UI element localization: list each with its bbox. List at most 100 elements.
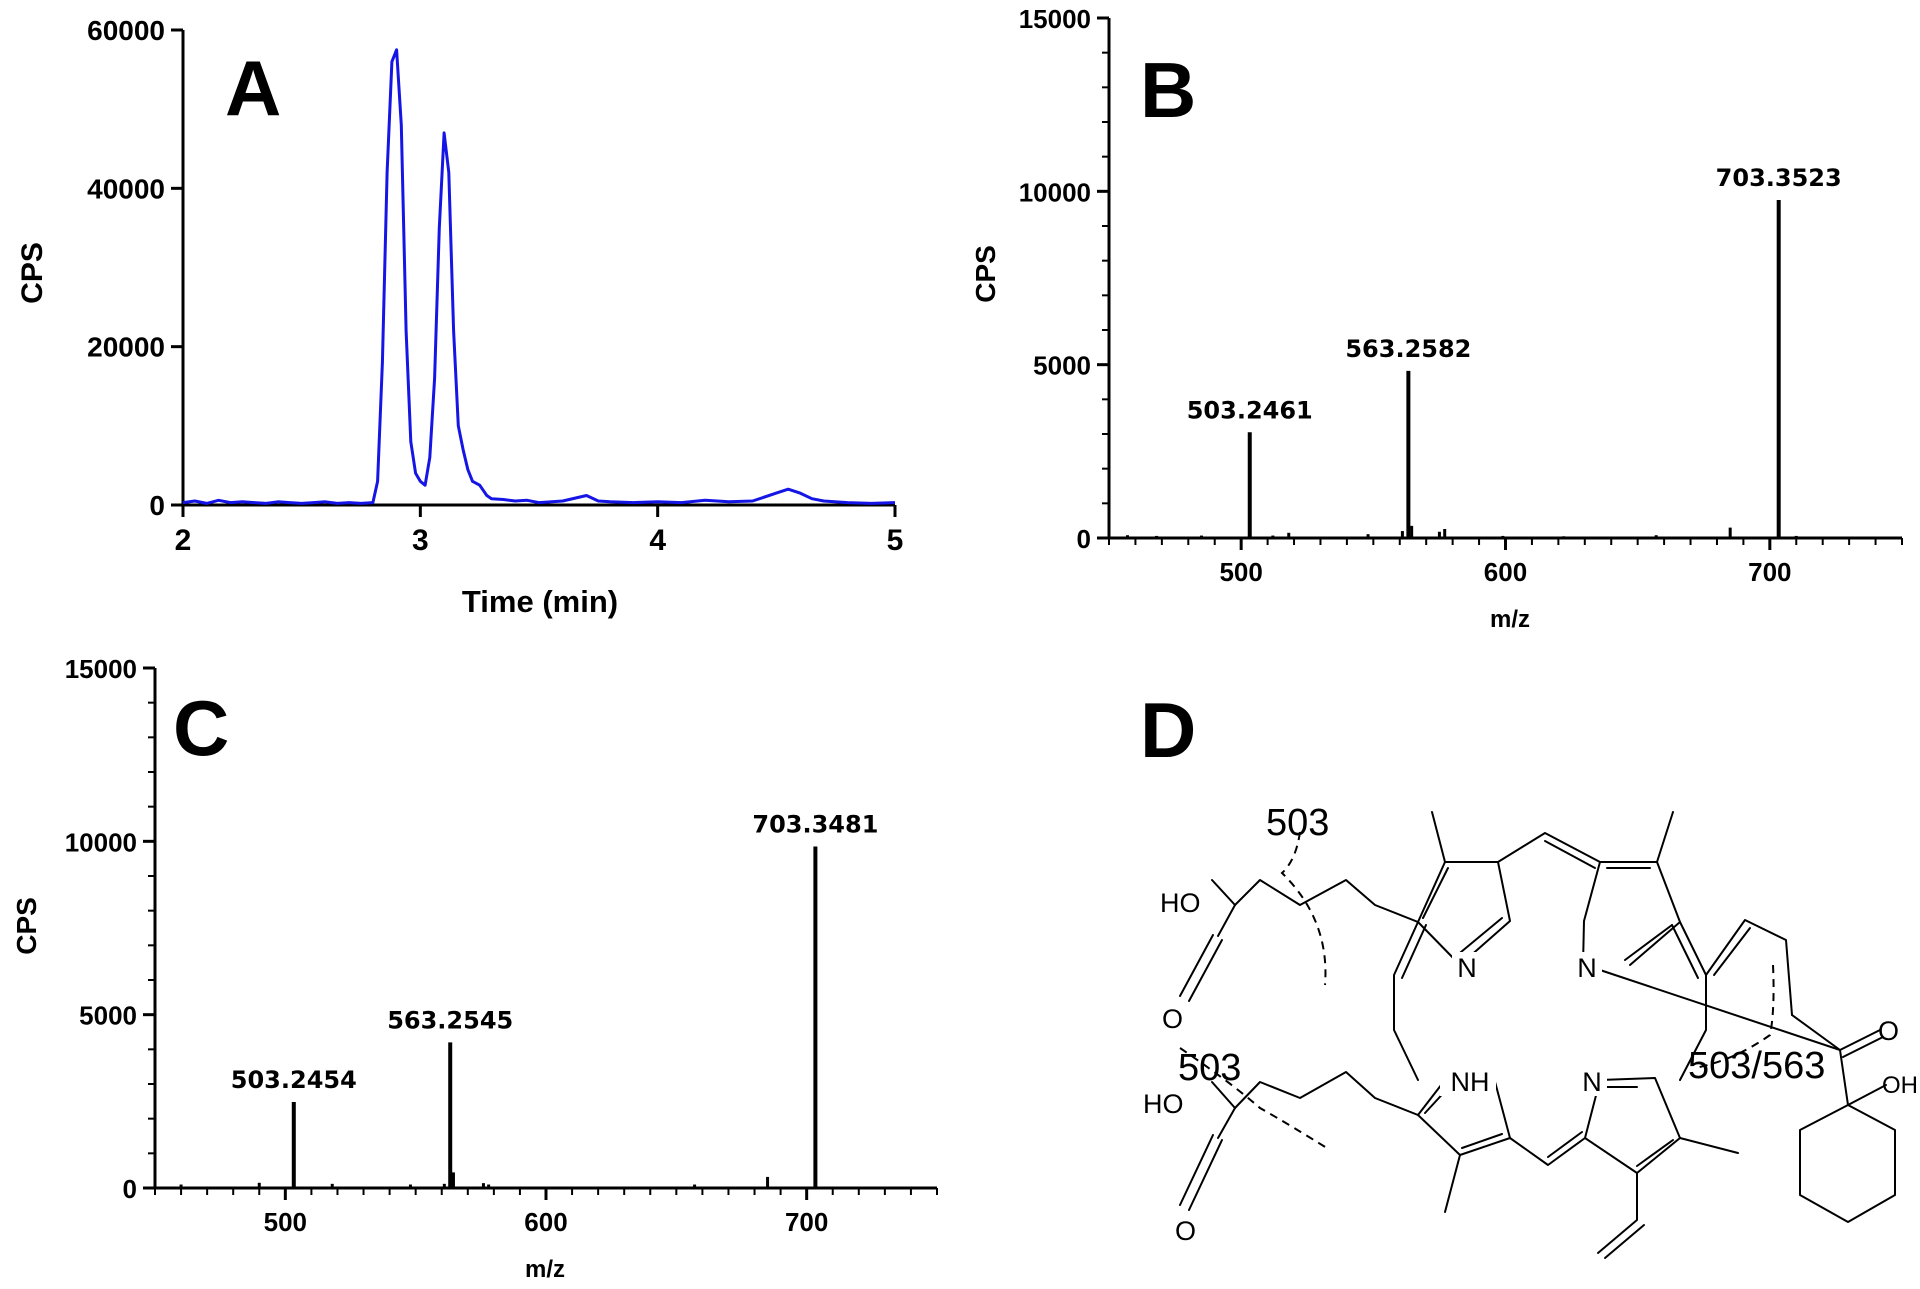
x-tick-label: 500	[1219, 557, 1262, 587]
fragment-cuts	[1179, 831, 1775, 1151]
x-tick-label: 700	[1748, 557, 1791, 587]
fragment-label-right: 503/563	[1688, 1045, 1825, 1087]
atom-oh-ring: OH	[1882, 1072, 1918, 1099]
side-chain-right-double	[1713, 927, 1751, 976]
y-tick-label: 0	[123, 1174, 137, 1204]
propionic-chain-upper	[1234, 879, 1419, 923]
x-tick-label: 600	[524, 1207, 567, 1237]
peak-label: 503.2461	[1187, 396, 1313, 424]
ketone-co-2	[1842, 1036, 1884, 1058]
carbonyl-upper-2	[1188, 939, 1223, 1002]
y-tick-label: 10000	[1019, 177, 1091, 207]
y-tick-label: 0	[149, 490, 165, 521]
panel-letter-a: A	[225, 44, 281, 132]
x-tick-label: 2	[175, 524, 192, 557]
ring-d-double-1	[1461, 1133, 1503, 1149]
chart-c-ylabel: CPS	[11, 897, 42, 955]
chart-b-ylabel: CPS	[970, 245, 1001, 303]
panel-letter-d: D	[1140, 686, 1196, 774]
x-tick-label: 5	[887, 524, 904, 557]
atom-n-ring-c: N	[1582, 1067, 1602, 1097]
chart-b: 0 5000 10000 15000 500 600 700 503.2461 563.2582…	[1019, 4, 1903, 587]
panel-letter-b: B	[1140, 46, 1196, 134]
chart-c-xlabel: m/z	[525, 1256, 565, 1283]
methyl-ring-b	[1656, 811, 1674, 863]
oh-bond-upper	[1211, 879, 1236, 906]
ring-c-bonds	[1584, 1077, 1681, 1174]
ring-a-double-2	[1454, 917, 1503, 958]
ring-c-double-2	[1636, 1139, 1674, 1167]
vinyl-double	[1604, 1224, 1645, 1259]
ring-b-bonds	[1582, 861, 1681, 966]
atom-n-ring-a: N	[1457, 953, 1477, 983]
nh-backdrop	[1440, 1066, 1496, 1096]
chain-to-ketone	[1791, 1014, 1841, 1051]
y-tick-label: 20000	[87, 332, 165, 363]
x-tick-label: 500	[264, 1207, 307, 1237]
meso-bridge-bottom-double	[1547, 1131, 1583, 1158]
x-tick-label: 600	[1484, 557, 1527, 587]
chromatogram-series	[182, 48, 896, 505]
y-tick-label: 10000	[65, 827, 137, 857]
cut-line-right	[1694, 964, 1775, 1069]
panel-b: B 0 5000 10000 15000 500 600 700 503.2461 563.25…	[970, 4, 1903, 633]
meso-bridge-right	[1679, 921, 1707, 1081]
side-chain-right	[1705, 919, 1793, 1016]
oh-bond-ring	[1847, 1084, 1887, 1106]
panel-a: A 0 20000 40000 60000 2 3 4 5 CPS Time (min)	[16, 15, 903, 619]
y-tick-label: 60000	[87, 15, 165, 46]
atom-nh-ring-d: NH	[1451, 1067, 1490, 1097]
carbonyl-upper-1	[1179, 934, 1214, 997]
peak-label: 563.2582	[1345, 335, 1471, 363]
x-tick-label: 4	[649, 524, 666, 557]
fragment-label-upper: 503	[1266, 802, 1329, 844]
chart-c: 0 5000 10000 15000 500 600 700 503.2454 563.2545…	[65, 654, 938, 1237]
c-c-lower	[1217, 1107, 1236, 1139]
cut-line-lower	[1179, 1047, 1331, 1151]
chemical-structure	[1179, 811, 1896, 1259]
n1-backdrop	[1452, 952, 1482, 982]
carbonyl-lower-2	[1188, 1139, 1223, 1211]
ring-a-double-1	[1422, 867, 1449, 919]
x-tick-label: 700	[785, 1207, 828, 1237]
n-to-ketone-bond	[1599, 969, 1841, 1051]
y-tick-label: 15000	[1019, 4, 1091, 34]
y-tick-label: 40000	[87, 173, 165, 204]
peak-label: 563.2545	[387, 1006, 513, 1034]
methyl-ring-d	[1444, 1154, 1461, 1213]
peak-label: 703.3481	[752, 811, 878, 839]
n2-backdrop	[1572, 952, 1602, 982]
peak-label: 703.3523	[1716, 164, 1842, 192]
propionic-chain-lower	[1234, 1071, 1419, 1116]
vinyl-group	[1597, 1172, 1638, 1254]
meso-bridge-left	[1393, 921, 1419, 1081]
cut-line-upper	[1280, 831, 1327, 986]
oh-bond-lower	[1211, 1081, 1236, 1109]
atom-ho-lower: HO	[1143, 1089, 1184, 1119]
meso-bridge-right-double	[1671, 924, 1699, 979]
n3-backdrop	[1577, 1066, 1607, 1096]
panel-letter-c: C	[173, 684, 229, 772]
ring-b-double-2	[1624, 924, 1673, 961]
methyl-ring-c	[1679, 1137, 1739, 1154]
atom-o-lower: O	[1175, 1216, 1196, 1246]
ketone-co-1	[1839, 1029, 1881, 1051]
atom-n-ring-b: N	[1577, 953, 1597, 983]
chart-a-ylabel: CPS	[16, 242, 49, 304]
y-tick-label: 0	[1077, 524, 1091, 554]
atom-o-ketone: O	[1878, 1016, 1899, 1046]
panel-c: C 0 5000 10000 15000 500 600 700 503.2454 563.25…	[11, 654, 938, 1283]
ketone-to-ring	[1839, 1049, 1849, 1106]
meso-bridge-bottom	[1509, 1137, 1586, 1166]
meso-bridge-top	[1497, 832, 1601, 863]
atom-ho-upper: HO	[1160, 888, 1201, 918]
atom-o-upper: O	[1162, 1004, 1183, 1034]
peak-label: 503.2454	[231, 1066, 357, 1094]
y-tick-label: 15000	[65, 654, 137, 684]
carbonyl-lower-1	[1179, 1134, 1214, 1206]
chart-b-xlabel: m/z	[1490, 606, 1530, 633]
c-c-upper	[1217, 904, 1236, 937]
meso-bridge-left-double	[1401, 924, 1427, 979]
cyclohexane-ring	[1799, 1104, 1896, 1223]
